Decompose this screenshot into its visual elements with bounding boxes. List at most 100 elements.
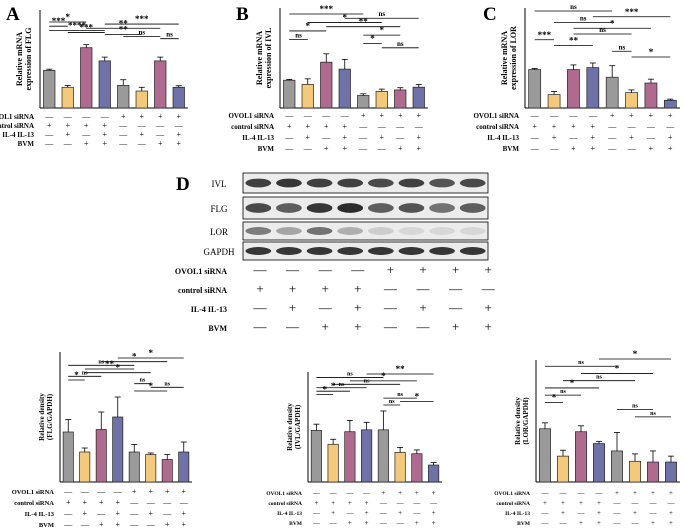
y-axis-label: Relative mRNAexpression of IVL xyxy=(255,28,273,89)
condition-sign: — xyxy=(146,498,156,507)
condition-sign: — xyxy=(63,509,73,518)
significance-label: * xyxy=(415,392,420,402)
bar xyxy=(79,451,91,483)
significance-label: ** xyxy=(119,18,129,28)
condition-sign: — xyxy=(588,111,598,120)
condition-label: BVM xyxy=(503,145,520,153)
condition-sign: — xyxy=(96,487,106,496)
chart-d-ivl: Relative density(IVL/GAPDH)**ns *nsns**ns… xyxy=(266,364,442,527)
condition-sign: + xyxy=(322,319,329,334)
condition-sign: + xyxy=(432,519,436,527)
condition-sign: + xyxy=(99,498,104,507)
condition-sign: — xyxy=(362,489,371,497)
condition-sign: — xyxy=(396,499,405,507)
blot-band xyxy=(429,178,455,188)
condition-sign: — xyxy=(118,139,128,148)
blot-band xyxy=(459,247,486,255)
condition-sign: — xyxy=(613,499,622,507)
condition-label: BVM xyxy=(289,521,303,527)
bar xyxy=(647,461,659,483)
condition-sign: — xyxy=(253,300,268,315)
bar xyxy=(375,90,388,109)
condition-sign: + xyxy=(381,489,385,497)
condition-label: control siRNA xyxy=(231,123,274,131)
chart-b: Relative mRNAexpression of IVL***ns* *** *… xyxy=(228,4,428,153)
condition-sign: — xyxy=(100,112,110,121)
blot-band xyxy=(276,203,302,213)
bar xyxy=(428,464,440,483)
condition-label: control siRNA xyxy=(476,123,519,131)
condition-sign: — xyxy=(303,111,313,120)
condition-sign: — xyxy=(396,519,405,527)
condition-sign: + xyxy=(139,112,144,121)
condition-sign: + xyxy=(148,509,153,518)
condition-sign: — xyxy=(377,144,387,153)
condition-sign: + xyxy=(579,499,583,507)
condition-sign: + xyxy=(485,319,492,334)
blot-band-label: LOR xyxy=(210,227,228,237)
condition-sign: + xyxy=(387,262,394,277)
significance-label: ns xyxy=(378,10,385,18)
significance-label: ns xyxy=(599,26,606,34)
bar xyxy=(665,461,677,483)
significance-label: ns xyxy=(140,378,146,384)
bar xyxy=(128,451,140,483)
condition-sign: — xyxy=(81,112,91,121)
significance-label: ** xyxy=(569,36,579,46)
significance-label: ns xyxy=(82,370,88,376)
condition-label: OVOL1 siRNA xyxy=(266,491,302,497)
significance-label: ns xyxy=(596,375,602,381)
condition-sign: — xyxy=(63,520,73,529)
condition-sign: + xyxy=(139,130,144,139)
condition-sign: — xyxy=(155,121,165,130)
condition-sign: + xyxy=(633,509,637,517)
condition-sign: + xyxy=(289,281,296,296)
significance-label: ns xyxy=(164,381,170,387)
condition-label: BVM xyxy=(208,324,227,333)
condition-sign: — xyxy=(549,144,559,153)
condition-label: BVM xyxy=(517,521,531,527)
condition-sign: + xyxy=(432,489,436,497)
condition-sign: — xyxy=(429,499,438,507)
condition-sign: + xyxy=(629,111,634,120)
bar xyxy=(586,67,600,109)
condition-sign: — xyxy=(284,133,294,142)
bar xyxy=(62,431,74,483)
bar xyxy=(80,47,93,109)
condition-sign: + xyxy=(485,300,492,315)
blot-band xyxy=(276,247,302,255)
blot-band xyxy=(245,203,272,213)
condition-sign: — xyxy=(395,122,405,131)
significance-label: ns xyxy=(560,389,566,395)
condition-sign: + xyxy=(305,133,310,142)
bar xyxy=(377,429,389,483)
condition-sign: + xyxy=(99,520,104,529)
condition-label: OVOL1 siRNA xyxy=(228,112,274,120)
condition-sign: — xyxy=(379,519,388,527)
bar xyxy=(547,94,561,109)
condition-label: BVM xyxy=(18,140,35,148)
condition-sign: + xyxy=(181,520,186,529)
condition-sign: + xyxy=(181,509,186,518)
condition-sign: — xyxy=(118,121,128,130)
significance-label: * xyxy=(615,363,620,373)
condition-sign: + xyxy=(289,300,296,315)
condition-label: BVM xyxy=(39,522,54,529)
condition-sign: + xyxy=(361,111,366,120)
significance-label: * xyxy=(570,378,575,388)
condition-sign: + xyxy=(181,487,186,496)
blot-band xyxy=(337,247,364,255)
condition-sign: — xyxy=(63,487,73,496)
condition-sign: + xyxy=(158,139,163,148)
condition-label: IL-4 IL-13 xyxy=(277,511,302,517)
condition-sign: + xyxy=(322,281,329,296)
condition-label: IL-4 IL-13 xyxy=(191,305,227,314)
condition-sign: + xyxy=(633,489,637,497)
condition-sign: + xyxy=(66,498,71,507)
condition-sign: + xyxy=(324,122,329,131)
blot-band xyxy=(398,227,425,235)
condition-sign: + xyxy=(552,122,557,131)
condition-sign: — xyxy=(481,281,496,296)
condition-label: OVOL1 siRNA xyxy=(0,113,34,121)
